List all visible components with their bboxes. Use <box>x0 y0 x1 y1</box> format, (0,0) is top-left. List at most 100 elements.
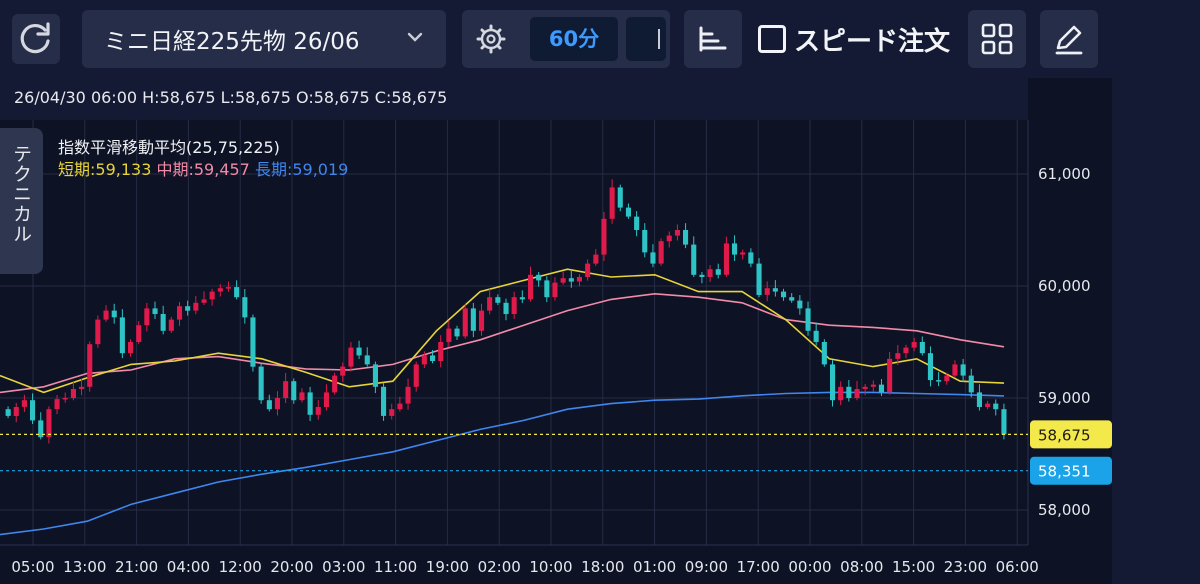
symbol-select[interactable]: ミニ日経225先物 26/06 <box>82 10 446 68</box>
candle <box>372 364 378 387</box>
indicator-list-button[interactable] <box>684 10 742 68</box>
technical-tab[interactable]: テクニカル <box>0 128 43 274</box>
reference-price-label: 58,351 <box>1038 463 1091 481</box>
candle <box>95 319 101 345</box>
candle <box>560 278 566 283</box>
x-tick-label: 06:00 <box>996 558 1039 576</box>
candle <box>315 407 321 415</box>
candle <box>250 317 256 367</box>
x-tick-label: 11:00 <box>374 558 417 576</box>
candle <box>38 420 44 438</box>
candle <box>136 325 142 342</box>
price-axis-bg <box>1028 78 1112 584</box>
candle <box>519 297 525 300</box>
gear-icon[interactable] <box>462 10 520 68</box>
candle <box>715 269 721 275</box>
candle <box>707 269 713 277</box>
candle <box>985 403 991 407</box>
candle <box>593 254 599 264</box>
candle <box>756 263 762 295</box>
y-tick-label: 58,000 <box>1038 501 1091 519</box>
candle <box>356 347 362 356</box>
current-price-label: 58,675 <box>1038 426 1091 444</box>
candle <box>723 243 729 275</box>
refresh-icon <box>20 22 50 54</box>
y-tick-label: 61,000 <box>1038 165 1091 183</box>
candle <box>854 389 860 398</box>
candle <box>503 302 509 314</box>
candle <box>732 243 738 255</box>
candle <box>789 297 795 301</box>
candle <box>903 347 909 354</box>
candle <box>936 380 942 382</box>
ohlc-readout: 26/04/30 06:00 H:58,675 L:58,675 O:58,67… <box>14 88 448 107</box>
x-tick-label: 13:00 <box>63 558 106 576</box>
candle <box>846 386 852 398</box>
indicator-values: 短期:59,133 中期:59,457 長期:59,019 <box>58 156 348 180</box>
candle <box>968 375 974 393</box>
candle <box>438 342 444 361</box>
x-tick-label: 15:00 <box>892 558 935 576</box>
candle <box>536 274 542 281</box>
candle <box>805 308 811 331</box>
candle <box>658 241 664 264</box>
y-tick-label: 60,000 <box>1038 277 1091 295</box>
candle <box>674 230 680 236</box>
candle <box>397 403 403 410</box>
candle <box>617 187 623 208</box>
speed-order-toggle[interactable]: スピード注文 <box>758 18 950 60</box>
candle <box>764 288 770 295</box>
candle <box>152 308 158 314</box>
candle <box>479 310 485 331</box>
candle <box>177 306 183 320</box>
ema-mid-value: 中期:59,457 <box>156 160 250 179</box>
candle <box>389 409 395 416</box>
candle <box>430 355 436 361</box>
candle <box>70 389 76 398</box>
candle <box>54 399 60 410</box>
candle <box>911 342 917 348</box>
candle <box>340 366 346 376</box>
candle <box>364 355 370 365</box>
candle <box>691 244 697 275</box>
candle <box>568 278 574 282</box>
candle <box>878 384 884 393</box>
timeframe-button[interactable]: 60分 <box>530 17 618 61</box>
candle <box>552 282 558 298</box>
candle <box>307 392 313 415</box>
candle <box>895 353 901 359</box>
candle <box>862 386 868 389</box>
y-tick-label: 59,000 <box>1038 389 1091 407</box>
symbol-label: ミニ日経225先物 26/06 <box>104 29 360 55</box>
candle <box>650 252 656 264</box>
checkbox-icon <box>758 25 786 53</box>
candle <box>887 358 893 393</box>
candle <box>528 274 534 300</box>
x-tick-label: 03:00 <box>322 558 365 576</box>
speed-order-label: スピード注文 <box>794 26 951 57</box>
candle <box>609 187 615 219</box>
candle <box>927 353 933 381</box>
candle <box>242 297 248 318</box>
refresh-button[interactable] <box>12 14 60 64</box>
ema-short-line <box>0 268 1005 394</box>
candle <box>446 328 452 342</box>
candle <box>103 310 109 320</box>
candle <box>642 230 648 253</box>
candle <box>209 291 215 300</box>
candle <box>511 297 517 314</box>
candle <box>405 386 411 404</box>
timeframe-secondary-button[interactable] <box>626 17 666 61</box>
right-side-panel <box>1112 78 1200 584</box>
layout-grid-button[interactable] <box>968 10 1026 68</box>
candle <box>13 407 19 416</box>
candle <box>683 230 689 245</box>
x-tick-label: 02:00 <box>478 558 521 576</box>
x-tick-label: 17:00 <box>737 558 780 576</box>
x-tick-label: 12:00 <box>219 558 262 576</box>
candle <box>634 216 640 230</box>
candle <box>160 314 166 331</box>
draw-tool-button[interactable] <box>1040 10 1098 68</box>
ohlc-bar-bg <box>0 78 1028 120</box>
